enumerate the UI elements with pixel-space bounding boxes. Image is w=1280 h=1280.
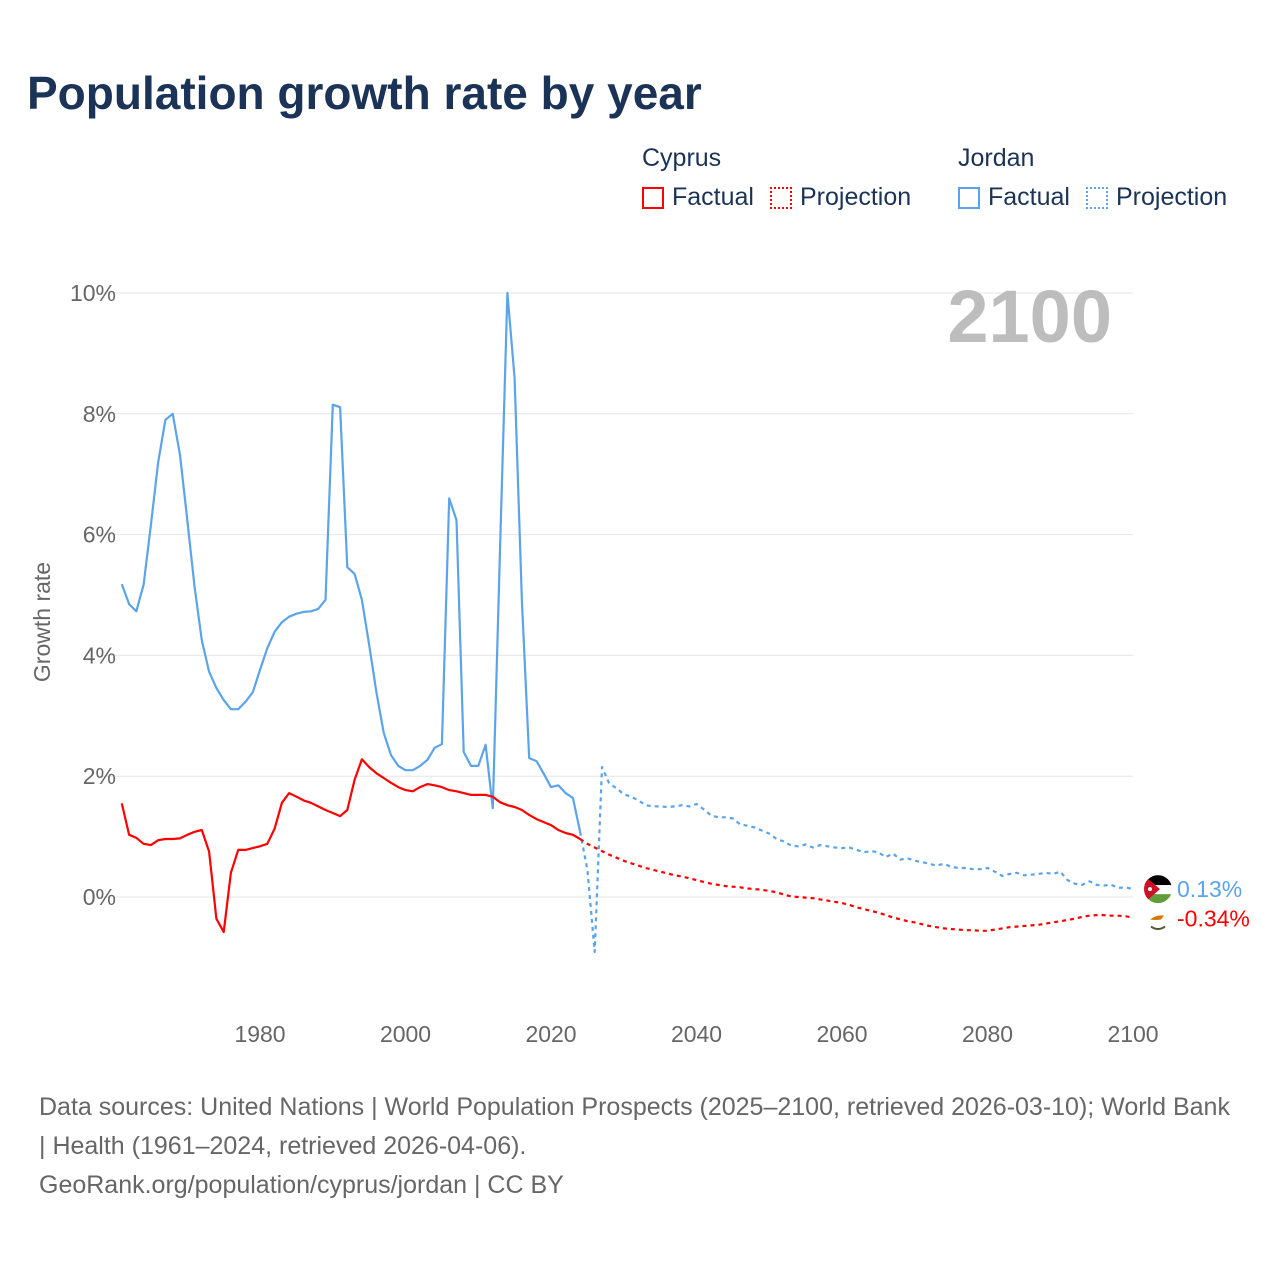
series-lines xyxy=(120,291,1134,954)
cyprus-flag-icon xyxy=(1145,908,1171,935)
legend-group-cyprus: Cyprus Factual Projection xyxy=(642,144,927,212)
legend-swatch-solid xyxy=(642,186,664,209)
grid: 0% 2% 4% 6% 8% 10% 1980 2000 2020 2040 2060 2080 210… xyxy=(70,280,1159,1047)
x-tick-label: 2060 xyxy=(816,1021,867,1047)
legend-label: Projection xyxy=(1115,183,1228,211)
y-tick-label: 10% xyxy=(70,280,116,306)
legend-jordan-factual[interactable]: Factual xyxy=(958,183,1070,212)
y-tick-label: 2% xyxy=(83,763,116,789)
legend-swatch-dotted xyxy=(1085,186,1108,209)
footer: Data sources: United Nations | World Pop… xyxy=(39,1088,1239,1205)
legend-group-jordan: Jordan Factual Projection xyxy=(958,144,1243,212)
x-tick-label: 2100 xyxy=(1107,1021,1158,1047)
cyprus-projection-line xyxy=(579,838,1134,932)
y-tick-label: 4% xyxy=(83,642,116,668)
y-tick-label: 6% xyxy=(83,522,116,548)
cyprus-factual-line xyxy=(120,758,581,934)
y-tick-label: 0% xyxy=(83,884,116,910)
legend-cyprus-factual[interactable]: Factual xyxy=(642,183,754,212)
jordan-flag-icon xyxy=(1144,875,1172,904)
legend-label: Factual xyxy=(672,183,754,211)
x-tick-label: 2080 xyxy=(962,1021,1013,1047)
x-tick-label: 2040 xyxy=(671,1021,722,1047)
legend-swatch-dotted xyxy=(769,186,792,209)
y-axis-label: Growth rate xyxy=(29,562,55,682)
legend-heading-cyprus: Cyprus xyxy=(642,144,722,172)
cyprus-end-label: -0.34% xyxy=(1177,906,1250,932)
jordan-projection-line xyxy=(579,766,1134,954)
chart-title: Population growth rate by year xyxy=(27,67,702,119)
y-tick-label: 8% xyxy=(83,401,116,427)
end-markers: 0.13% -0.34% xyxy=(1144,875,1250,935)
credit-link[interactable]: GeoRank.org/population/cyprus/jordan | C… xyxy=(39,1171,564,1199)
jordan-factual-line xyxy=(120,291,582,833)
data-sources: Data sources: United Nations | World Pop… xyxy=(39,1093,1230,1160)
legend-label: Projection xyxy=(799,183,912,211)
legend-jordan-projection[interactable]: Projection xyxy=(1085,183,1228,212)
x-tick-label: 2020 xyxy=(525,1021,576,1047)
year-display: 2100 xyxy=(947,275,1112,358)
legend-cyprus-projection[interactable]: Projection xyxy=(769,183,912,212)
chart-plot: 0% 2% 4% 6% 8% 10% 1980 2000 2020 2040 2060 2080 210… xyxy=(29,275,1250,1047)
jordan-end-label: 0.13% xyxy=(1177,876,1242,902)
x-tick-label: 2000 xyxy=(380,1021,431,1047)
legend-label: Factual xyxy=(988,183,1070,211)
x-tick-label: 1980 xyxy=(234,1021,285,1047)
legend-heading-jordan: Jordan xyxy=(958,144,1035,172)
legend-swatch-solid xyxy=(958,186,980,209)
